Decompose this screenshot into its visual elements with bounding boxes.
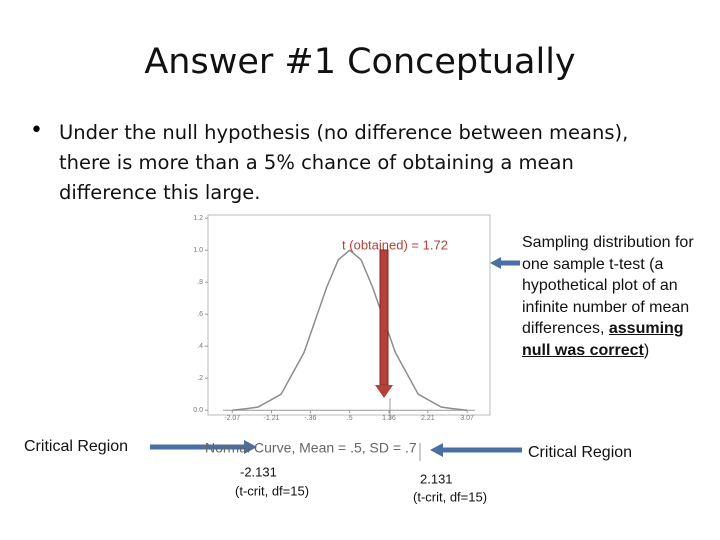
y-tick-label: .2	[197, 375, 203, 382]
note-text: Sampling distribution for one sample t-t…	[522, 234, 694, 337]
note-tail: )	[643, 341, 650, 359]
x-tick-label: .5	[347, 415, 353, 422]
y-tick-label: 0.0	[193, 407, 203, 414]
slide-title: Answer #1 Conceptually	[144, 42, 576, 82]
y-tick-label: 1.0	[193, 247, 203, 254]
note-arrowhead	[490, 257, 501, 269]
x-tick-label: -.36	[304, 415, 316, 422]
left-region-arrowhead	[244, 440, 257, 454]
crit-label: 2.131	[420, 471, 453, 486]
region-label: Critical Region	[24, 438, 128, 455]
plot-frame	[207, 214, 491, 416]
x-tick-label: -2.07	[224, 415, 240, 422]
annotation: t (obtained) = 1.72	[342, 237, 448, 252]
y-tick-label: .6	[197, 311, 203, 318]
crit-note: (t-crit, df=15)	[235, 483, 309, 498]
obtained-arrow	[379, 249, 389, 386]
x-tick-label: -1.21	[264, 415, 280, 422]
note: Sampling distribution for one sample t-t…	[522, 232, 707, 361]
curve	[232, 249, 468, 411]
obtained-arrowhead	[375, 385, 393, 398]
region-label: Critical Region	[528, 444, 632, 461]
crit-label: -2.131	[240, 464, 277, 479]
crit-note: (t-crit, df=15)	[413, 489, 487, 504]
right-region-arrowhead	[430, 443, 443, 457]
x-tick-label: 2.21	[421, 415, 435, 422]
caption: Normal Curve, Mean = .5, SD = .7	[205, 440, 417, 456]
bullet-text: Under the null hypothesis (no difference…	[59, 121, 629, 204]
note-emphasis: assuming null was correct	[522, 320, 684, 359]
y-tick-label: 1.2	[193, 215, 203, 222]
x-tick-label: 1.36	[382, 415, 396, 422]
y-tick-label: .4	[197, 343, 203, 350]
y-tick-label: .8	[197, 279, 203, 286]
x-tick-label: 3.07	[460, 415, 474, 422]
bullet-marker: •	[30, 118, 43, 143]
